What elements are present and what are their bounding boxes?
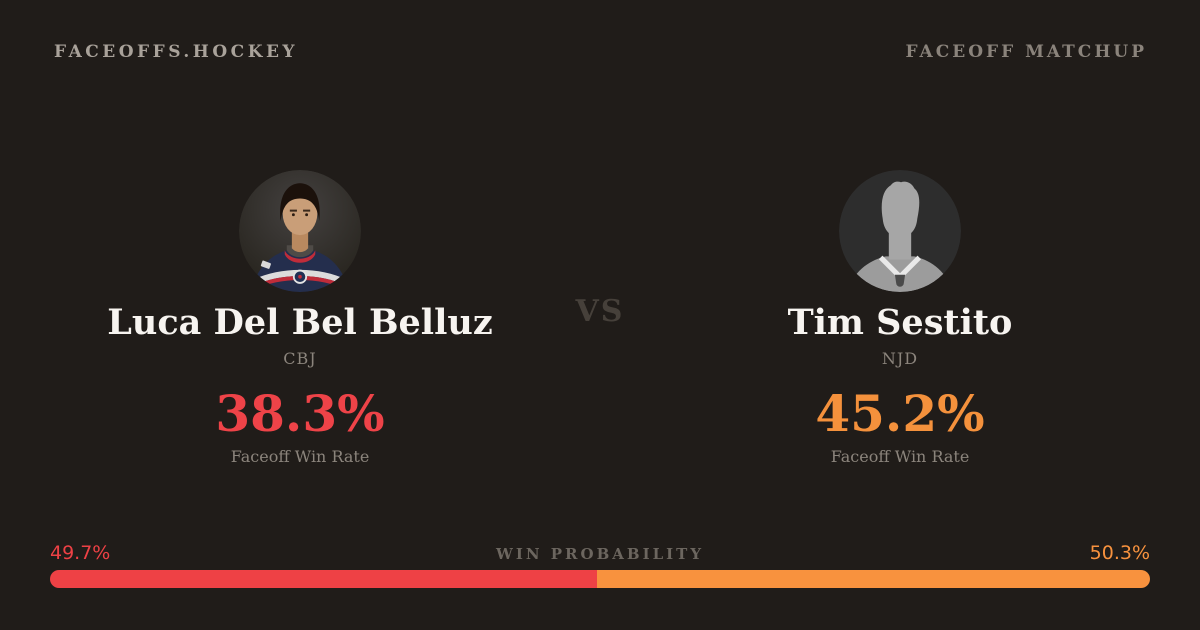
win-probability-bar	[50, 570, 1150, 588]
stat-label: Faceoff Win Rate	[830, 446, 970, 466]
win-prob-right-value: 50.3%	[1089, 542, 1150, 564]
brand-logo: FACEOFFS.HOCKEY	[54, 42, 299, 62]
matchup-section: Luca Del Bel Belluz CBJ 38.3% Faceoff Wi…	[50, 170, 1150, 466]
win-bar-right-segment	[596, 570, 1150, 588]
player-silhouette-icon	[839, 170, 961, 292]
player-photo-icon	[239, 170, 361, 292]
player-card-right: Tim Sestito NJD 45.2% Faceoff Win Rate	[650, 170, 1150, 466]
player-team: NJD	[881, 348, 919, 368]
win-prob-left-value: 49.7%	[50, 542, 111, 564]
stat-label: Faceoff Win Rate	[230, 446, 370, 466]
win-probability-labels: 49.7% WIN PROBABILITY 50.3%	[50, 542, 1150, 564]
page-title: FACEOFF MATCHUP	[905, 42, 1147, 62]
player-team: CBJ	[283, 348, 317, 368]
player-avatar	[239, 170, 361, 292]
header: FACEOFFS.HOCKEY FACEOFF MATCHUP	[54, 42, 1147, 62]
vs-label: VS	[575, 294, 625, 329]
player-win-rate: 45.2%	[815, 383, 985, 443]
player-card-left: Luca Del Bel Belluz CBJ 38.3% Faceoff Wi…	[50, 170, 550, 466]
player-name: Tim Sestito	[787, 302, 1013, 343]
player-win-rate: 38.3%	[215, 383, 385, 443]
win-probability-title: WIN PROBABILITY	[495, 545, 705, 563]
player-avatar	[839, 170, 961, 292]
player-name: Luca Del Bel Belluz	[107, 302, 493, 343]
win-bar-left-segment	[50, 570, 597, 588]
